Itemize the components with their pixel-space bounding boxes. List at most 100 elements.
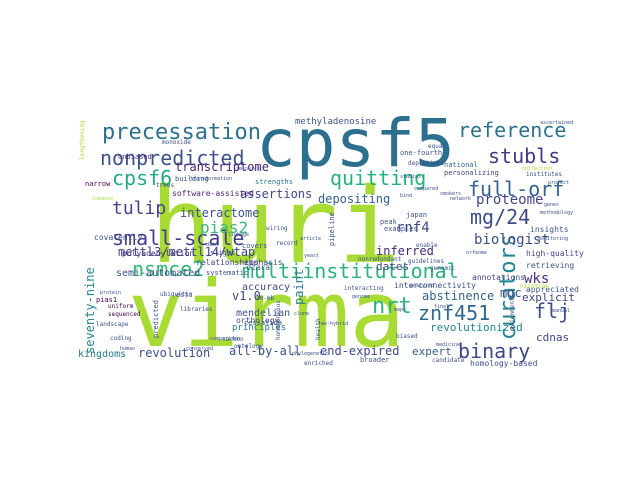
word-data: data (206, 242, 218, 248)
word-dates: dates (376, 260, 409, 273)
word-article: article (300, 236, 321, 242)
word-genes: genes (544, 202, 559, 208)
word-building: building (175, 175, 209, 183)
word-emphasis: emphasis (244, 258, 283, 267)
word-covalently: covalently (94, 233, 142, 242)
word-network: network (450, 196, 471, 202)
word-uniform: uniform (108, 303, 134, 310)
word-explicit: explicit (522, 291, 575, 304)
word-studies: studies (400, 174, 421, 180)
word-precessation: precessation (102, 120, 261, 145)
word-methyladenosine: methyladenosine (295, 117, 376, 127)
word-personalizing: personalizing (444, 169, 499, 177)
word-comparison: comparison (210, 336, 240, 342)
word-v1-0: v1.0 (232, 289, 261, 303)
word-polyadenylation: polyadenylation (122, 249, 194, 258)
word-full-orf: full-orf (468, 177, 564, 201)
word-manual: manual (552, 308, 570, 314)
word-broader: broader (360, 356, 390, 364)
word-final: final (434, 304, 449, 310)
word-landscape: landscape (96, 321, 129, 328)
word-flj: flj (534, 299, 570, 323)
word-assertions: assertions (240, 187, 312, 201)
word-mg-24: mg/24 (470, 205, 530, 229)
cloud-background (70, 111, 570, 361)
word-homogeneous: homogeneous (275, 300, 282, 340)
word-slight: slight (210, 249, 235, 257)
word-phylogenetic: phylogenetic (292, 351, 328, 357)
word-orfeome: orfeome (466, 250, 487, 256)
word-medicine: medicine (436, 342, 460, 348)
word-annotations: annotations (472, 273, 525, 282)
word-transformation: transformation (190, 176, 232, 182)
word-all-by-all: all-by-all (229, 344, 301, 358)
word-homology-based: homology-based (470, 359, 538, 368)
word-biologist: biologist (474, 232, 550, 248)
word-high-quality: high-quality (526, 249, 584, 258)
word-sequenced: sequenced (108, 311, 141, 318)
word-genomic: genomic (430, 265, 456, 272)
word-narrow: narrow (85, 180, 111, 188)
word-carbon: carbon (222, 336, 244, 343)
word-yeast: yeast (304, 253, 319, 259)
word-clara: clara (246, 263, 270, 272)
word-virma: virma (128, 261, 405, 368)
word-rnf4: rnf4 (396, 220, 430, 236)
word-enriched: enriched (304, 360, 333, 367)
word-covers: covers (242, 242, 267, 250)
word-institutes: institutes (526, 171, 563, 178)
word-wks: wks (524, 271, 549, 287)
word-small-scale: small-scale (112, 226, 244, 250)
word-peak: peak (380, 218, 398, 226)
word-cloud-words: hurivirmacpsf5precessationnonpredictedre… (78, 105, 584, 368)
word-nrt: nrt (372, 294, 412, 319)
word-mgc: mgc (500, 286, 522, 300)
word-inferred: inferred (376, 244, 434, 258)
word-two-hybrid: two-hybrid (318, 321, 348, 327)
word-wiring: wiring (266, 225, 288, 232)
word-tulip: tulip (112, 198, 166, 219)
word-biased: biased (396, 333, 418, 340)
word-end-expired: end-expired (320, 344, 399, 358)
word-accuracy: accuracy (242, 282, 290, 293)
word-interconnectivity: interconnectivity (394, 281, 476, 290)
word-seventy-nine: seventy-nine (83, 267, 97, 354)
word-abstinence: abstinence (422, 289, 494, 303)
word-semi-automated: semi-automated (116, 268, 200, 279)
word-nicotine: nicotine (520, 283, 549, 290)
word-predicted: predicted (152, 300, 160, 338)
word-nonredundant: nonredundant (358, 256, 402, 263)
word-curators: curators (496, 234, 521, 340)
word-lengthening: lengthening (79, 120, 86, 160)
word-systematic: systematic (206, 269, 248, 277)
word-candidate: candidate (432, 357, 465, 364)
word-linkage: linkage (228, 232, 249, 238)
word-maps: maps (394, 307, 406, 313)
word-pias2: pias2 (200, 218, 248, 237)
word-human: human (120, 346, 135, 352)
word-principles: principles (232, 323, 286, 333)
word-depletions: depletions (408, 160, 445, 167)
word-orthology: orthology (236, 316, 280, 325)
word-project: project (548, 180, 569, 186)
word-alignments: alignments (509, 293, 516, 330)
word-software-assisted: software-assisted (172, 189, 254, 198)
word-pias1: pias1 (96, 296, 117, 304)
word-cessation: cessation (244, 319, 282, 327)
word-equal: equal (428, 143, 446, 150)
word-bind: bind (400, 193, 412, 199)
word-mendelian: mendelian (236, 308, 290, 319)
word-reference: reference (458, 118, 566, 142)
word-znf451: znf451 (418, 301, 490, 325)
word-monoxide: monoxide (162, 139, 191, 146)
word-libraries: libraries (180, 306, 213, 313)
word-strengths: strengths (255, 178, 293, 186)
word-clone: clone (294, 311, 309, 317)
word-resource: resource (236, 166, 260, 172)
word-coding: coding (110, 335, 132, 342)
word-japan: japan (406, 211, 427, 219)
word-ascertained: ascertained (540, 120, 573, 126)
word-revolutionized: revolutionized (430, 321, 523, 334)
word-national: national (444, 161, 478, 169)
